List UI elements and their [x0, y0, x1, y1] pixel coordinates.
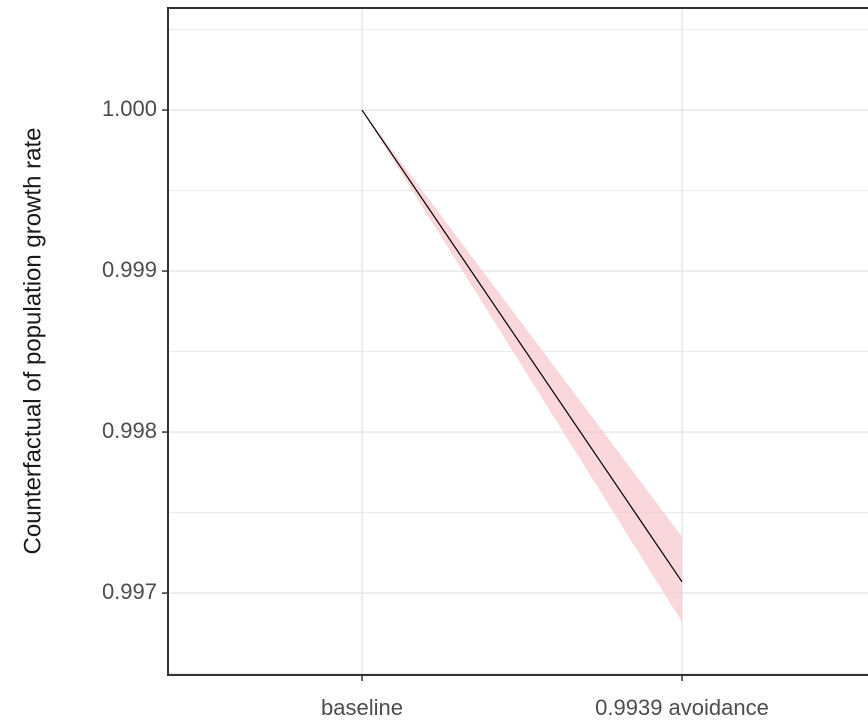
line: [361, 109, 683, 583]
y-tick-label: 0.997: [102, 579, 157, 604]
panel-border: [167, 7, 868, 676]
y-axis-title: Counterfactual of population growth rate: [19, 128, 46, 555]
y-tick-label: 0.999: [102, 257, 157, 282]
x-tick-label: baseline: [321, 695, 403, 720]
y-tick-label: 1.000: [102, 96, 157, 121]
y-tick-label: 0.998: [102, 418, 157, 443]
x-tick-label: 0.9939 avoidance: [595, 695, 769, 720]
confidence-ribbon: [362, 110, 682, 623]
labels: 1.000 0.999 0.998 0.997 baseline 0.9939 avoid…: [102, 96, 769, 720]
marks: [361, 109, 683, 623]
